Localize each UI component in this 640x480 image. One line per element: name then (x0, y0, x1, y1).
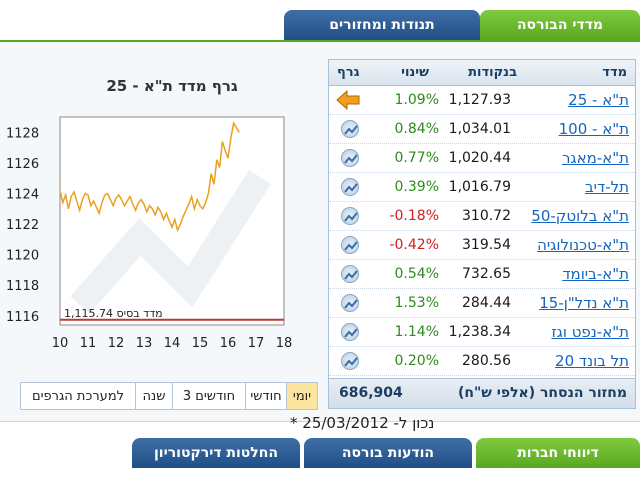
table-row: ת"א בלוטק-50 310.72 -0.18% (329, 202, 635, 231)
index-name-link[interactable]: ת"א נדל"ן-15 (539, 294, 629, 312)
table-row: תל בונד 20 280.56 0.20% (329, 347, 635, 376)
turnover-label: מחזור הנסחר (אלפי ש"ח) (457, 385, 627, 401)
indices-panel: גרף מדד ת"א - 25 מדד בסיס 1,115.74 1116 11… (0, 42, 640, 422)
index-points: 1,016.79 (448, 179, 511, 195)
chart-icon[interactable] (341, 323, 359, 341)
chart-icon[interactable] (341, 265, 359, 283)
index-change: -0.42% (389, 237, 439, 253)
period-button[interactable]: למערכת הגרפים (20, 382, 136, 410)
y-tick-label: 1116 (6, 310, 39, 325)
index-change: 0.77% (394, 150, 439, 166)
index-points: 732.65 (462, 266, 511, 282)
index-name-link[interactable]: ת"א בלוטק-50 (531, 207, 629, 225)
table-row: תל-דיב 1,016.79 0.39% (329, 173, 635, 202)
chart-icon[interactable] (341, 178, 359, 196)
as-of-note: * נכון ל- 25/03/2012 (290, 414, 435, 432)
index-name-link[interactable]: תל בונד 20 (555, 352, 629, 370)
bottom-tab[interactable]: דיווחי חברות (476, 438, 640, 468)
x-tick-label: 10 (52, 336, 69, 351)
index-change: 1.14% (394, 324, 439, 340)
index-change: 0.20% (394, 353, 439, 369)
bottom-tab[interactable]: הודעות בורסה (304, 438, 472, 468)
index-name-link[interactable]: ת"א-נפט וגז (551, 323, 629, 341)
index-name-link[interactable]: ת"א-טכנולוגיה (537, 236, 629, 254)
watermark-shape (70, 170, 271, 314)
x-tick-label: 16 (220, 336, 237, 351)
table-row: ת"א נדל"ן-15 284.44 1.53% (329, 289, 635, 318)
chart-icon[interactable] (341, 149, 359, 167)
chart-icon[interactable] (341, 236, 359, 254)
tab-volatility-turnover[interactable]: תנודות ומחזורים (284, 10, 480, 40)
chart-icon[interactable] (341, 294, 359, 312)
index-name-link[interactable]: ת"א - 25 (568, 91, 629, 109)
tab-volatility-label: תנודות ומחזורים (329, 17, 435, 33)
header-change: שינוי (401, 65, 429, 80)
y-tick-label: 1128 (6, 126, 39, 141)
index-change: 1.53% (394, 295, 439, 311)
table-row: ת"א - 100 1,034.01 0.84% (329, 115, 635, 144)
period-selector: יומי חודשי 3 חודשים שנה למערכת הגרפים (0, 382, 318, 410)
chart-title: גרף מדד ת"א - 25 (106, 77, 238, 95)
chart-icon[interactable] (341, 120, 359, 138)
index-line-series (59, 121, 240, 233)
period-button[interactable]: שנה (135, 382, 173, 410)
index-change: 0.54% (394, 266, 439, 282)
index-points: 280.56 (462, 353, 511, 369)
index-change: 0.84% (394, 121, 439, 137)
table-header: מדד בנקודות שינוי גרף (329, 60, 635, 86)
period-button[interactable]: 3 חודשים (172, 382, 246, 410)
y-tick-label: 1120 (6, 249, 39, 264)
tab-underline (0, 40, 640, 42)
y-tick-label: 1124 (6, 187, 39, 202)
index-change: 1.09% (394, 92, 439, 108)
header-points: בנקודות (468, 65, 517, 80)
chart-icon[interactable] (341, 207, 359, 225)
table-row: ת"א-ביומד 732.65 0.54% (329, 260, 635, 289)
index-change: 0.39% (394, 179, 439, 195)
y-tick-label: 1126 (6, 157, 39, 172)
turnover-value: 686,904 (339, 385, 403, 401)
base-label: מדד בסיס 1,115.74 (64, 307, 163, 320)
index-chart: מדד בסיס 1,115.7411161118112011221124112… (6, 116, 293, 351)
period-button[interactable]: יומי (286, 382, 318, 410)
index-change: -0.18% (389, 208, 439, 224)
x-tick-label: 14 (164, 336, 181, 351)
index-points: 284.44 (462, 295, 511, 311)
bottom-tab[interactable]: החלטות דירקטוריון (132, 438, 300, 468)
index-name-link[interactable]: תל-דיב (584, 178, 629, 196)
x-tick-label: 18 (276, 336, 293, 351)
chart-icon[interactable] (341, 352, 359, 370)
x-tick-label: 17 (248, 336, 265, 351)
turnover-bar: מחזור הנסחר (אלפי ש"ח) 686,904 (329, 378, 635, 408)
bottom-tabs: דיווחי חברות הודעות בורסה החלטות דירקטוריו… (128, 438, 640, 480)
header-name: מדד (602, 65, 627, 80)
period-button[interactable]: חודשי (245, 382, 287, 410)
x-tick-label: 15 (192, 336, 209, 351)
arrow-left-icon[interactable] (335, 89, 361, 111)
x-tick-label: 11 (80, 336, 97, 351)
index-points: 1,034.01 (448, 121, 511, 137)
x-tick-label: 13 (136, 336, 153, 351)
y-tick-label: 1122 (6, 218, 39, 233)
index-points: 1,020.44 (448, 150, 511, 166)
index-points: 1,238.34 (448, 324, 511, 340)
table-row: ת"א-מאגר 1,020.44 0.77% (329, 144, 635, 173)
indices-table: מדד בנקודות שינוי גרף ת"א - 25 1,127.93 1.… (328, 59, 636, 409)
table-row: ת"א-טכנולוגיה 319.54 -0.42% (329, 231, 635, 260)
tab-indices-label: מדדי הבורסה (516, 17, 604, 33)
index-points: 310.72 (462, 208, 511, 224)
tab-exchange-indices[interactable]: מדדי הבורסה (480, 10, 640, 40)
index-name-link[interactable]: ת"א-ביומד (562, 265, 629, 283)
index-name-link[interactable]: ת"א - 100 (558, 120, 629, 138)
table-row: ת"א - 25 1,127.93 1.09% (329, 86, 635, 115)
table-row: ת"א-נפט וגז 1,238.34 1.14% (329, 318, 635, 347)
index-points: 1,127.93 (448, 92, 511, 108)
index-points: 319.54 (462, 237, 511, 253)
x-tick-label: 12 (108, 336, 125, 351)
header-graph: גרף (337, 65, 360, 80)
top-tabs: תנודות ומחזורים מדדי הבורסה (284, 10, 640, 40)
index-name-link[interactable]: ת"א-מאגר (561, 149, 629, 167)
y-tick-label: 1118 (6, 279, 39, 294)
